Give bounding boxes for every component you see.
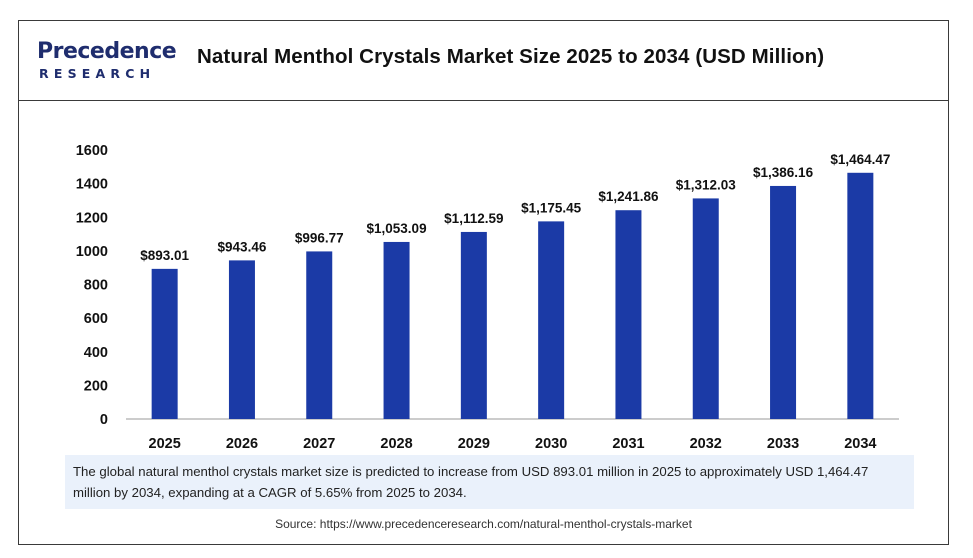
data-label-2031: $1,241.86 (598, 189, 659, 204)
x-tick-label: 2029 (458, 436, 490, 451)
y-tick-label: 0 (100, 412, 108, 428)
y-tick-label: 800 (84, 278, 108, 294)
bar-2031 (615, 210, 642, 419)
data-label-2029: $1,112.59 (444, 211, 503, 226)
bar-2025 (151, 268, 178, 419)
chart-title: Natural Menthol Crystals Market Size 202… (197, 45, 825, 68)
brand-logo: Precedence RESEARCH (37, 39, 177, 85)
x-tick-label: 2025 (149, 436, 181, 451)
y-tick-label: 400 (84, 345, 108, 361)
x-tick-label: 2033 (767, 436, 799, 451)
bar-2026 (228, 260, 255, 419)
x-tick-label: 2034 (844, 436, 876, 451)
data-label-2033: $1,386.16 (753, 165, 814, 180)
bar-2032 (692, 198, 719, 419)
y-tick-label: 1200 (76, 210, 108, 226)
bar-2030 (538, 221, 565, 419)
logo-wordmark: Precedence (37, 39, 177, 64)
y-tick-label: 600 (84, 311, 108, 327)
x-tick-label: 2026 (226, 436, 258, 451)
bar-2028 (383, 241, 410, 419)
data-label-2032: $1,312.03 (676, 177, 737, 192)
y-tick-label: 1000 (76, 244, 108, 260)
y-tick-label: 1400 (76, 177, 108, 193)
x-tick-label: 2028 (380, 436, 412, 451)
y-tick-label: 1600 (76, 143, 108, 159)
data-label-2034: $1,464.47 (830, 152, 890, 167)
x-tick-label: 2032 (690, 436, 722, 451)
bar-2034 (847, 172, 874, 419)
logo-subtitle: RESEARCH (39, 66, 156, 81)
chart-frame: Precedence RESEARCH Natural Menthol Crys… (18, 20, 949, 545)
summary-caption: The global natural menthol crystals mark… (65, 455, 914, 509)
bar-2033 (770, 185, 797, 419)
data-label-2026: $943.46 (218, 239, 267, 254)
data-label-2028: $1,053.09 (367, 221, 427, 236)
x-tick-label: 2030 (535, 436, 567, 451)
source-note: Source: https://www.precedenceresearch.c… (275, 517, 692, 531)
bar-2029 (460, 231, 487, 419)
x-tick-label: 2027 (303, 436, 335, 451)
bar-chart: 0 200 400 600 800 1000 1200 1400 1600 $893.01 2025… (76, 143, 899, 451)
data-label-2027: $996.77 (295, 230, 344, 245)
bar-2027 (306, 251, 333, 419)
data-label-2025: $893.01 (140, 248, 189, 263)
x-tick-label: 2031 (612, 436, 644, 451)
y-tick-label: 200 (84, 378, 108, 394)
header: Precedence RESEARCH Natural Menthol Crys… (19, 21, 948, 101)
data-label-2030: $1,175.45 (521, 200, 582, 215)
